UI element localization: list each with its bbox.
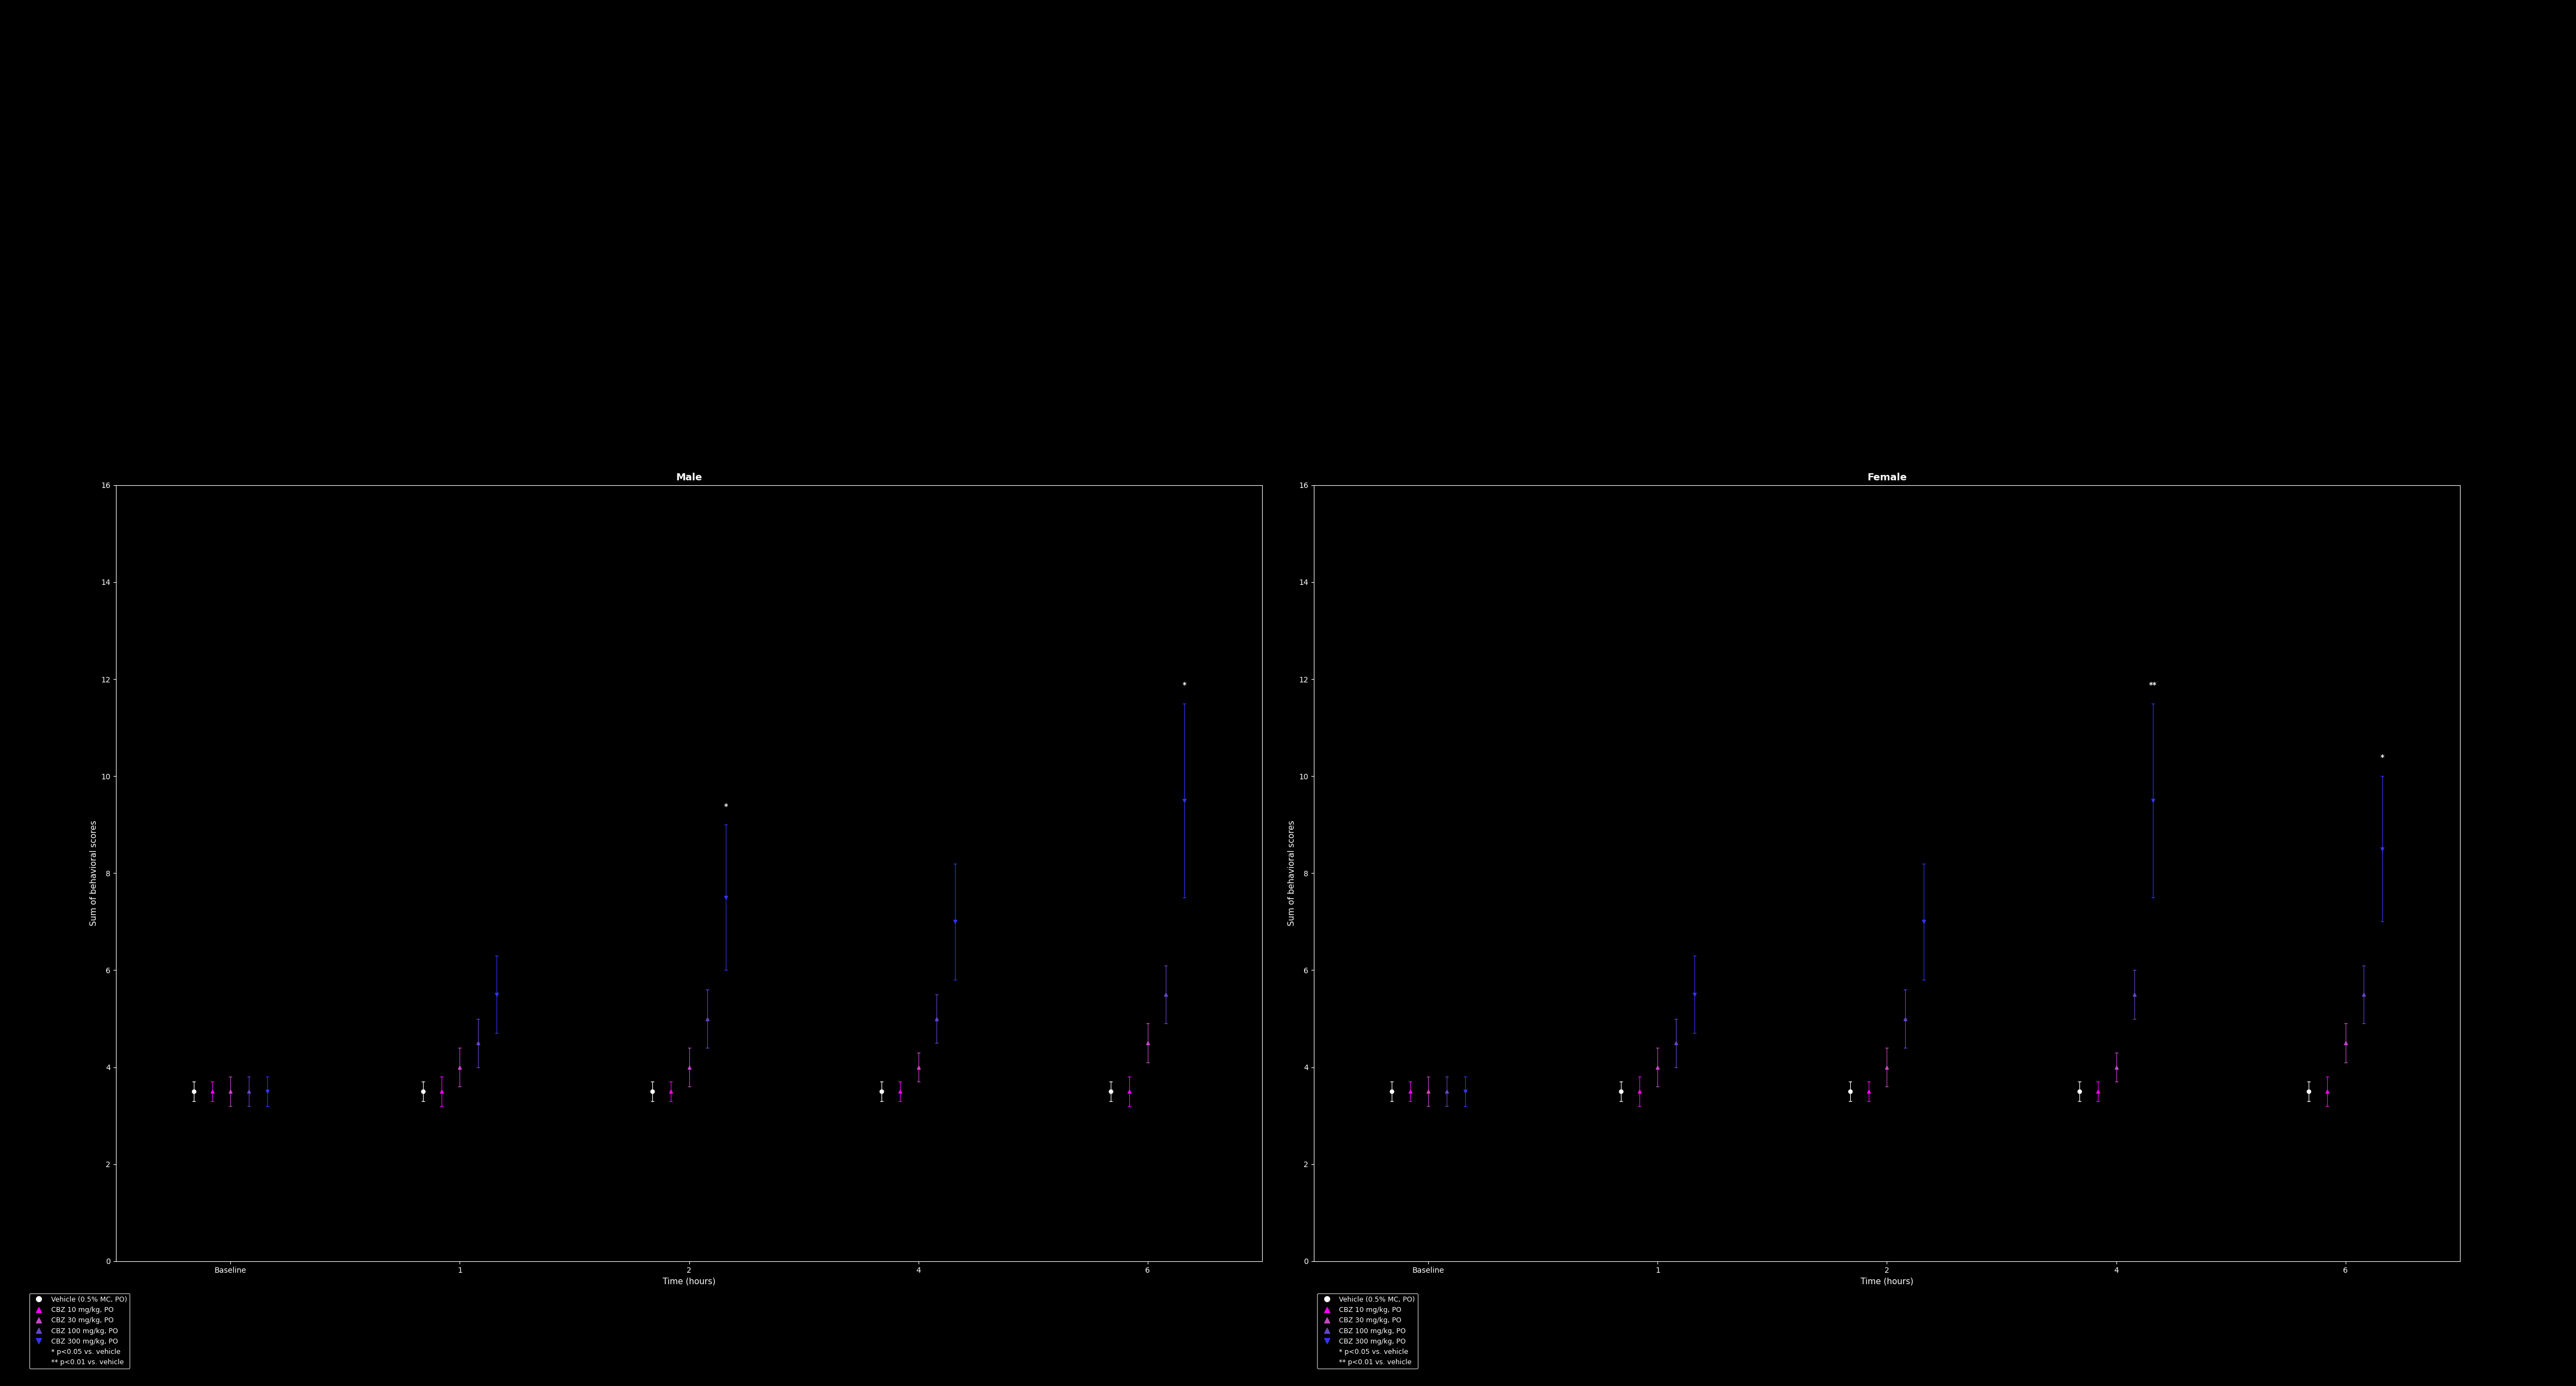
Text: **: ** (2148, 681, 2156, 689)
Text: *: * (2380, 754, 2383, 762)
Title: Male: Male (675, 473, 703, 482)
Title: Female: Female (1868, 473, 1906, 482)
X-axis label: Time (hours): Time (hours) (662, 1278, 716, 1285)
Legend: Vehicle (0.5% MC, PO), CBZ 10 mg/kg, PO, CBZ 30 mg/kg, PO, CBZ 100 mg/kg, PO, CB: Vehicle (0.5% MC, PO), CBZ 10 mg/kg, PO,… (1316, 1293, 1417, 1369)
Text: *: * (1182, 681, 1185, 689)
Text: *: * (724, 802, 726, 809)
Y-axis label: Sum of behavioral scores: Sum of behavioral scores (90, 821, 98, 926)
Legend: Vehicle (0.5% MC, PO), CBZ 10 mg/kg, PO, CBZ 30 mg/kg, PO, CBZ 100 mg/kg, PO, CB: Vehicle (0.5% MC, PO), CBZ 10 mg/kg, PO,… (28, 1293, 129, 1369)
X-axis label: Time (hours): Time (hours) (1860, 1278, 1914, 1285)
Y-axis label: Sum of behavioral scores: Sum of behavioral scores (1288, 821, 1296, 926)
